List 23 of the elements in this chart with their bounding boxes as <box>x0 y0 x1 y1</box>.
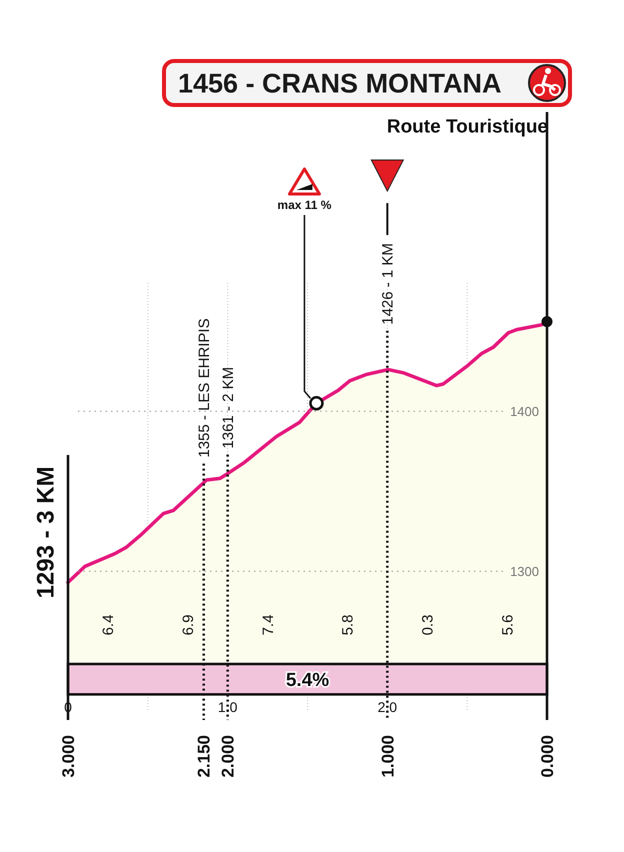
y-tick-label: 1400 <box>510 404 539 419</box>
annotation: 6.4 <box>100 614 118 636</box>
ref-line-label: 1426 - 1 KM <box>380 243 397 325</box>
band-label: 5.4% <box>286 670 330 691</box>
ref-line-label: 1361 - 2 KM <box>220 366 237 449</box>
annotation: 7.4 <box>260 614 277 636</box>
annotation: 5.8 <box>340 614 357 636</box>
x2-tick-label: 2.000 <box>218 735 238 778</box>
chart-title: 1456 - CRANS MONTANA <box>178 68 502 99</box>
x2-tick-label: 2.150 <box>194 735 214 778</box>
annotation: 0.3 <box>420 614 436 636</box>
annotation: max 11 % <box>277 198 332 212</box>
x2-tick-label: 1.000 <box>378 735 398 778</box>
ref-line-label: 1355 - LES EHRIPIS <box>196 318 213 458</box>
x-tick-label: 1.0 <box>218 699 238 715</box>
annotation: 5.6 <box>499 614 516 636</box>
annotation: 1293 - 3 KM <box>32 466 60 598</box>
x2-tick-label: 3.000 <box>58 735 78 778</box>
y-tick-label: 1300 <box>510 564 539 579</box>
chart-subtitle: Route Touristique <box>386 116 548 138</box>
x2-tick-label: 0.000 <box>538 735 557 778</box>
annotation: 6.9 <box>180 614 197 636</box>
x-tick-label: 2.0 <box>378 699 398 715</box>
